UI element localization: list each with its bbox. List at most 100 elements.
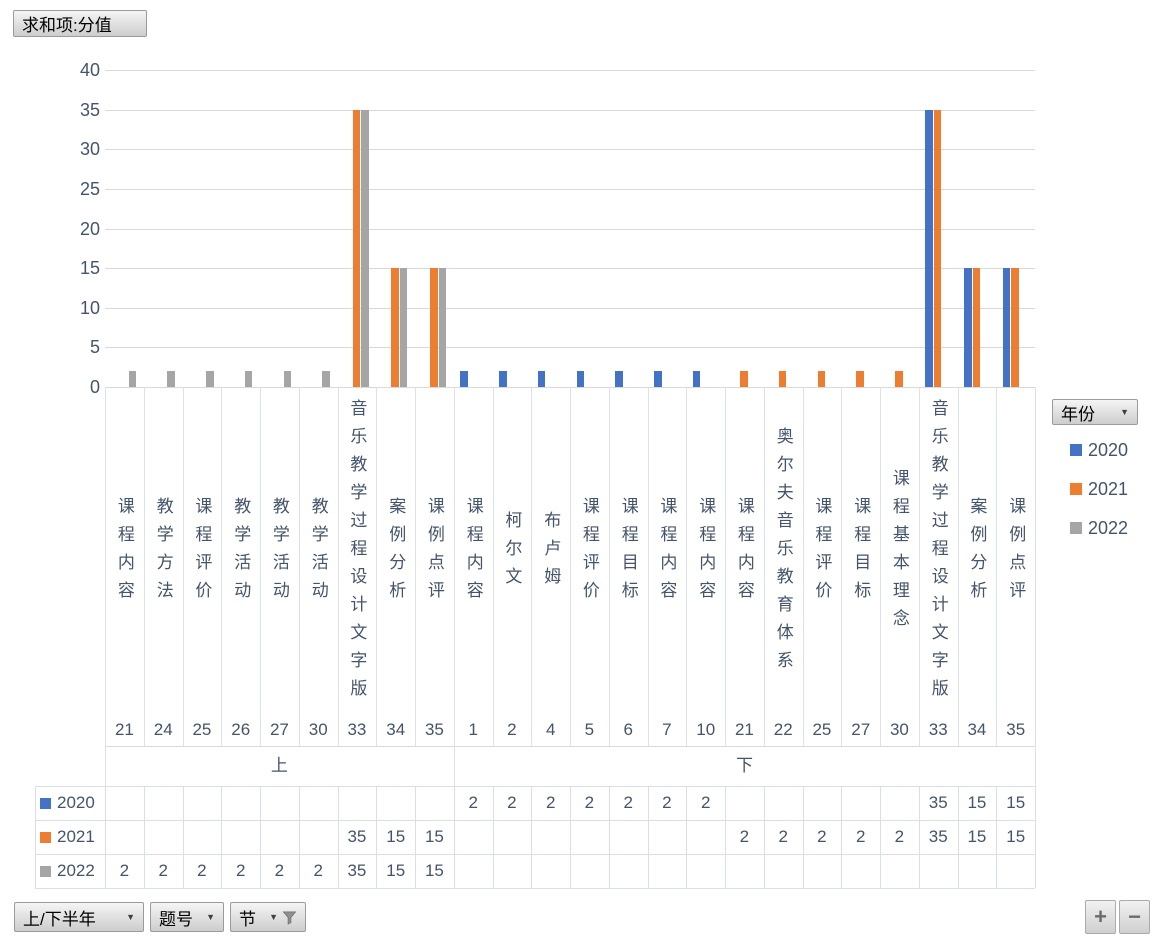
- table-grid-line: [415, 786, 416, 888]
- table-cell: 2: [855, 827, 866, 846]
- category-separator: [802, 387, 804, 746]
- bar-2021: [933, 109, 942, 387]
- bar-2022: [399, 268, 408, 387]
- gridline: [105, 307, 1035, 309]
- bar-2020: [537, 371, 546, 387]
- table-grid-line: [763, 786, 765, 888]
- table-row-header: 2021: [35, 820, 105, 854]
- category-separator: [570, 387, 571, 746]
- table-cell: 2: [739, 827, 750, 846]
- category-label: 课程评价: [803, 392, 842, 714]
- category-code-label: 1: [468, 720, 478, 739]
- bar-2022: [167, 371, 175, 387]
- category-label-text: 课程评价: [579, 497, 599, 609]
- category-code-label: 21: [734, 720, 754, 739]
- axis-field-button-question-no[interactable]: 题号 ▼: [150, 902, 224, 932]
- table-cell: 2: [197, 861, 207, 880]
- axis-field-label: 上/下半年: [23, 909, 96, 929]
- category-code-label: 7: [662, 720, 672, 739]
- category-code-label: 22: [773, 720, 793, 739]
- gridline: [105, 268, 1035, 270]
- category-label: 课程内容: [648, 392, 687, 714]
- legend-item-label: 2022: [1088, 517, 1129, 538]
- table-grid-line: [35, 786, 36, 888]
- category-label-text: 案例分析: [386, 497, 406, 609]
- bar-2022: [128, 371, 137, 387]
- table-cell: 15: [967, 827, 987, 846]
- category-label-text: 课程内容: [657, 497, 677, 609]
- axis-field-button-section[interactable]: 节 ▼: [230, 902, 306, 932]
- table-cell: 2: [894, 827, 905, 846]
- category-label: 课程目标: [841, 392, 880, 714]
- table-row-label: 2021: [57, 827, 95, 846]
- category-separator: [376, 387, 378, 746]
- table-cell: 35: [928, 793, 948, 812]
- bar-2021: [817, 371, 826, 387]
- gridline: [105, 387, 1035, 388]
- table-grid-line: [492, 786, 494, 888]
- expand-field-button[interactable]: +: [1085, 900, 1116, 934]
- category-label: 课程评价: [570, 392, 609, 714]
- category-code-label: 27: [851, 720, 871, 739]
- group-label: 下: [735, 756, 753, 775]
- category-label-text: 课程评价: [812, 497, 832, 609]
- legend-item-label: 2021: [1088, 478, 1129, 499]
- y-axis-tick-label: 20: [79, 218, 100, 239]
- axis-field-button-half-year[interactable]: 上/下半年 ▼: [14, 902, 144, 932]
- table-cell: 2: [545, 793, 556, 812]
- category-label: 音乐教学过程设计文字版: [919, 392, 958, 714]
- y-axis-tick-label: 15: [79, 258, 100, 279]
- category-label: 柯尔文: [493, 392, 532, 714]
- table-grid-line: [686, 786, 688, 888]
- category-label: 奥尔夫音乐教育体系: [764, 392, 803, 714]
- bar-2020: [692, 371, 701, 387]
- table-row-header: 2020: [35, 786, 105, 820]
- table-grid-line: [957, 786, 959, 888]
- category-label-text: 音乐教学过程设计文字版: [928, 399, 948, 707]
- category-separator: [531, 387, 533, 746]
- category-code-label: 24: [153, 720, 173, 739]
- category-separator: [105, 387, 106, 746]
- category-label-text: 课程目标: [851, 497, 871, 609]
- chevron-down-icon: ▼: [269, 912, 278, 922]
- table-cell: 2: [235, 861, 246, 880]
- series-key-icon: [40, 865, 51, 877]
- category-separator: [415, 387, 416, 746]
- value-field-button[interactable]: 求和项:分值: [13, 10, 147, 37]
- table-cell: 2: [313, 861, 323, 880]
- gridline: [105, 149, 1035, 151]
- table-cell: 2: [778, 827, 788, 846]
- category-label-text: 课程内容: [114, 497, 134, 609]
- category-label: 课程基本理念: [880, 392, 919, 714]
- category-separator: [143, 387, 145, 746]
- category-separator: [957, 387, 959, 746]
- legend-field-button[interactable]: 年份 ▼: [1052, 399, 1138, 425]
- table-cell: 15: [967, 793, 987, 812]
- table-grid-line: [725, 786, 726, 888]
- table-cell: 2: [119, 861, 130, 880]
- category-label: 课程目标: [609, 392, 648, 714]
- series-key-icon: [40, 831, 51, 843]
- table-grid-line: [802, 786, 804, 888]
- bar-2020: [654, 371, 662, 387]
- table-grid-line: [105, 786, 106, 888]
- bar-2022: [322, 371, 330, 387]
- gridline: [105, 188, 1035, 190]
- collapse-field-button[interactable]: −: [1119, 900, 1150, 934]
- category-label-text: 课例点评: [1006, 497, 1026, 609]
- bar-2022: [361, 109, 369, 387]
- category-label: 课例点评: [996, 392, 1035, 714]
- category-label: 教学活动: [221, 392, 260, 714]
- category-label: 音乐教学过程设计文字版: [338, 392, 377, 714]
- category-separator: [918, 387, 920, 746]
- table-cell: 2: [817, 827, 827, 846]
- chevron-down-icon: ▼: [126, 912, 135, 922]
- gridline: [105, 109, 1035, 111]
- legend-key-icon: [1070, 444, 1082, 456]
- bar-2021: [778, 371, 787, 387]
- table-grid-line: [35, 854, 1035, 855]
- category-label: 课程内容: [454, 392, 493, 714]
- table-grid-line: [298, 786, 300, 888]
- table-grid-line: [260, 786, 261, 888]
- bar-2020: [576, 371, 585, 387]
